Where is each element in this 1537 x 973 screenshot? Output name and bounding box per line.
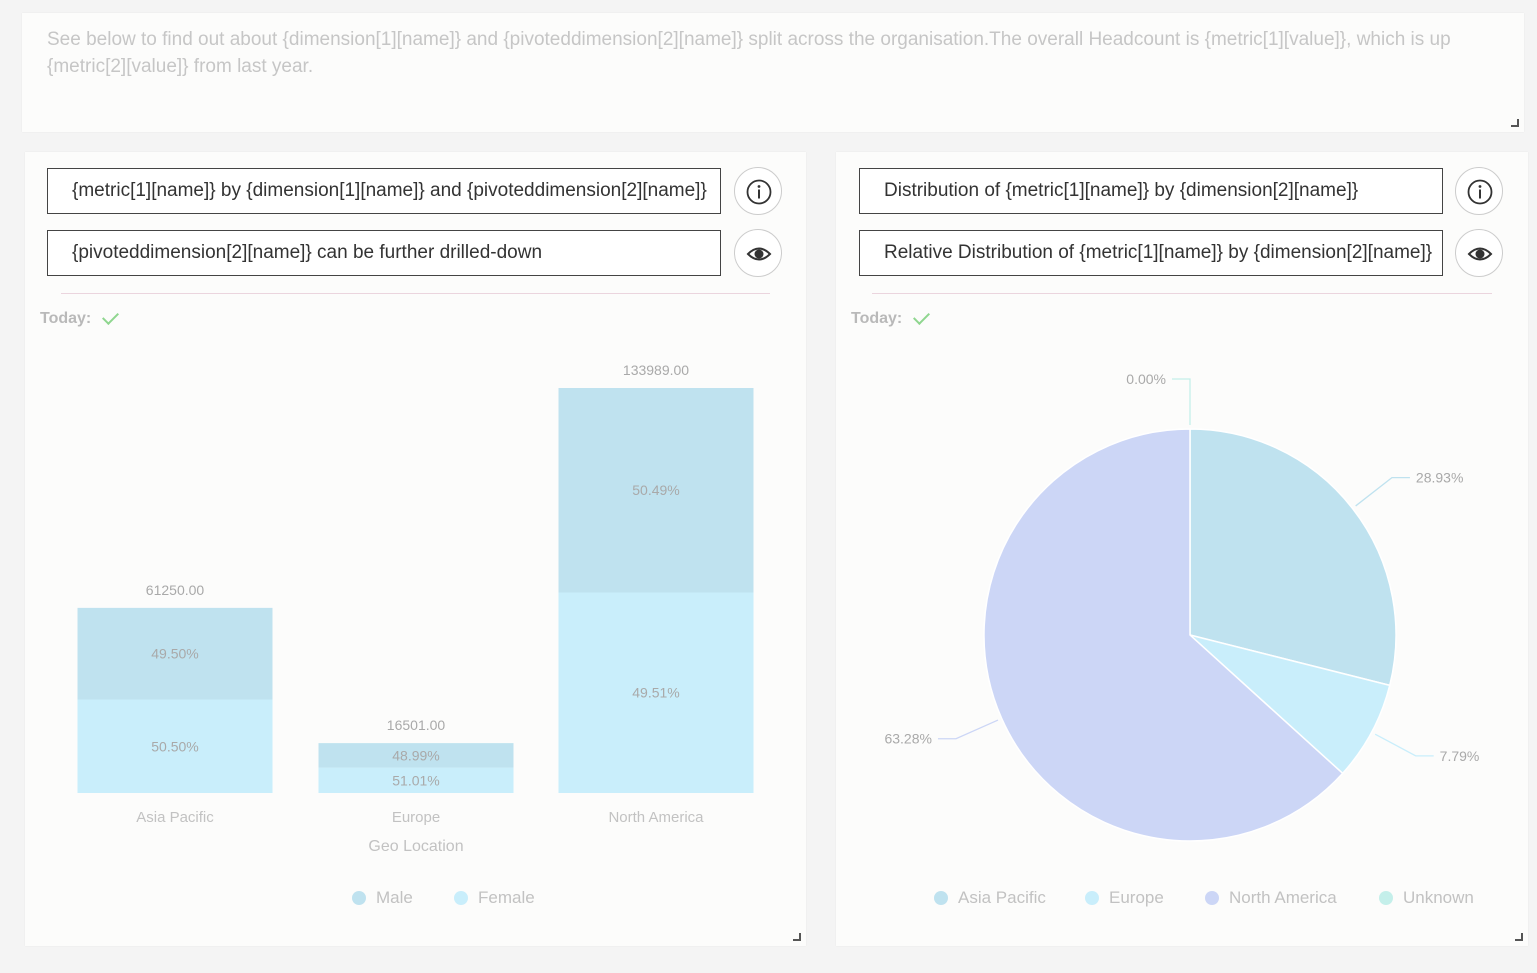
x-tick-label: Asia Pacific — [136, 809, 214, 826]
pie-visibility-button[interactable] — [1455, 229, 1503, 277]
intro-panel: See below to find out about {dimension[1… — [22, 13, 1524, 132]
bar-percent-label: 50.50% — [151, 738, 198, 754]
eye-icon — [1467, 247, 1493, 261]
bar-visibility-button[interactable] — [734, 229, 782, 277]
info-icon — [746, 179, 772, 205]
pie-chart-subtitle-field[interactable]: Relative Distribution of {metric[1][name… — [859, 230, 1443, 276]
legend-dot — [1085, 891, 1099, 905]
legend-label: Female — [478, 888, 535, 907]
bar-percent-label: 48.99% — [392, 747, 439, 763]
info-icon — [1467, 179, 1493, 205]
divider — [872, 293, 1492, 294]
x-tick-label: Europe — [392, 809, 440, 826]
legend-dot — [352, 891, 366, 905]
legend-label: North America — [1229, 888, 1337, 907]
bar-segment-male — [77, 607, 273, 700]
bar-segment-male — [318, 743, 514, 768]
bar-percent-label: 49.51% — [632, 685, 679, 701]
pie-slice-europe — [1189, 634, 1391, 775]
eye-icon — [746, 247, 772, 261]
bar-percent-label: 50.49% — [632, 482, 679, 498]
bar-chart-subtitle-field[interactable]: {pivoteddimension[2][name]} can be furth… — [47, 230, 721, 276]
bar-segment-female — [318, 767, 514, 793]
legend-label: Europe — [1109, 888, 1164, 907]
bar-total-label: 16501.00 — [387, 717, 446, 733]
x-axis-title: Geo Location — [368, 838, 463, 855]
bar-total-label: 133989.00 — [623, 362, 689, 378]
bar-chart: 50.50% 49.50% 61250.00 Asia Pacific 51.01% 48… — [77, 362, 754, 855]
pie-slice-label: 63.28% — [884, 731, 931, 747]
legend-dot — [1379, 891, 1393, 905]
pie-info-button[interactable] — [1455, 167, 1503, 215]
bar-chart-panel: {metric[1][name]} by {dimension[1][name]… — [25, 152, 806, 946]
pie-slice-label: 28.93% — [1416, 470, 1463, 486]
pie-leader-line — [1355, 477, 1410, 507]
pie-slice-asia-pacific — [1189, 428, 1397, 687]
intro-text: See below to find out about {dimension[1… — [47, 29, 1451, 77]
legend-dot — [1205, 891, 1219, 905]
bar-percent-label: 49.50% — [151, 646, 198, 662]
pie-leader-line — [1374, 733, 1434, 757]
legend-label: Unknown — [1403, 888, 1474, 907]
resize-handle[interactable] — [793, 933, 801, 941]
today-label: Today: — [851, 310, 903, 327]
bar-segment-male — [558, 388, 754, 593]
today-label: Today: — [40, 310, 92, 327]
bar-percent-label: 51.01% — [392, 772, 439, 788]
resize-handle[interactable] — [1515, 933, 1523, 941]
pie-leader-line — [1172, 378, 1191, 425]
legend-dot — [934, 891, 948, 905]
bar-chart-title-field[interactable]: {metric[1][name]} by {dimension[1][name]… — [47, 168, 721, 214]
pie-leader-line — [937, 719, 999, 740]
pie-slice-north-america — [983, 428, 1344, 842]
pie-slice-label: 0.00% — [1126, 371, 1166, 387]
divider — [61, 293, 770, 294]
pie-chart-panel: Distribution of {metric[1][name]} by {di… — [836, 152, 1528, 946]
resize-handle[interactable] — [1511, 119, 1519, 127]
pie-slice-label: 7.79% — [1440, 748, 1480, 764]
legend-dot — [454, 891, 468, 905]
pie-chart-title-field[interactable]: Distribution of {metric[1][name]} by {di… — [859, 168, 1443, 214]
pie-chart: 28.93% 7.79% 63.28% 0.00% — [884, 371, 1480, 842]
legend-label: Asia Pacific — [958, 888, 1046, 907]
bar-total-label: 61250.00 — [146, 582, 205, 598]
bar-segment-female — [558, 592, 754, 793]
legend-label: Male — [376, 888, 413, 907]
bar-info-button[interactable] — [734, 167, 782, 215]
x-tick-label: North America — [608, 809, 704, 826]
bar-segment-female — [77, 699, 273, 793]
